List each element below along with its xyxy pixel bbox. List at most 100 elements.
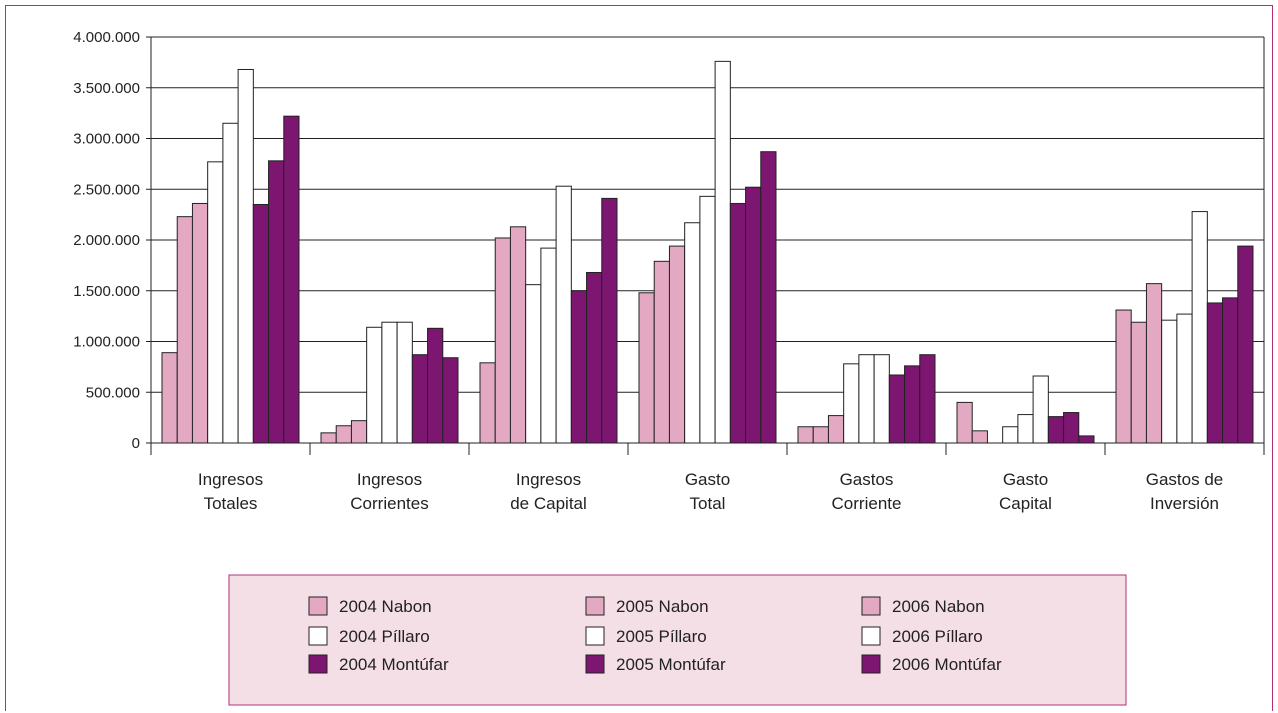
category-label: Ingresos [357, 470, 422, 489]
bar [699, 195, 716, 444]
category-label: Corrientes [350, 494, 428, 513]
bar [494, 237, 511, 444]
bar [1191, 211, 1208, 444]
category-label: Gasto [1003, 470, 1048, 489]
bar [1063, 412, 1080, 444]
bar [729, 202, 747, 444]
legend-label: 2006 Montúfar [892, 655, 1002, 674]
bar [1161, 319, 1178, 444]
chart-frame: 0 500.000 1.000.000 1.500.000 2.000.000 2.500… [5, 5, 1273, 711]
bar [1206, 302, 1224, 444]
legend-swatch [585, 596, 605, 616]
bar [904, 365, 921, 444]
y-tick-label: 4.000.000 [73, 29, 140, 46]
bar [176, 216, 193, 444]
legend-swatch [585, 626, 605, 646]
bar [714, 60, 731, 444]
bar [873, 354, 890, 444]
bar [971, 430, 988, 444]
bar [1115, 309, 1132, 444]
legend-swatch [308, 596, 328, 616]
bar [1130, 321, 1147, 444]
legend-swatch [861, 596, 881, 616]
y-tick-label: 3.000.000 [73, 131, 140, 148]
bar [191, 202, 209, 444]
legend-label: 2005 Nabon [616, 597, 709, 616]
bar [1176, 313, 1193, 444]
category-label: Total [690, 494, 726, 513]
bar [555, 185, 572, 444]
bar [540, 247, 557, 444]
bar [350, 420, 368, 444]
bar [827, 415, 845, 444]
y-tick-label: 2.500.000 [73, 181, 140, 198]
bar [1078, 435, 1095, 444]
bar [427, 327, 444, 444]
bar [525, 284, 542, 444]
legend-box [228, 574, 1127, 706]
legend-label: 2005 Píllaro [616, 627, 707, 646]
bar [797, 426, 814, 444]
y-tick-label: 3.500.000 [73, 80, 140, 97]
category-label: Gasto [685, 470, 730, 489]
category-label: Gastos de [1146, 470, 1224, 489]
bar [366, 326, 383, 444]
bar [237, 68, 254, 444]
bar [956, 401, 973, 444]
bar [381, 321, 398, 444]
legend-label: 2006 Píllaro [892, 627, 983, 646]
category-label: Gastos [840, 470, 894, 489]
y-tick-label: 0 [132, 435, 140, 452]
category-label: Inversión [1150, 494, 1219, 513]
category-label: Corriente [832, 494, 902, 513]
bar [684, 222, 701, 444]
bar [1032, 375, 1049, 444]
y-tick-label: 1.000.000 [73, 334, 140, 351]
bars [161, 60, 1254, 444]
category-label: de Capital [510, 494, 587, 513]
legend-swatch [861, 654, 881, 674]
bar [1047, 416, 1065, 444]
bar [843, 363, 860, 444]
bar [812, 426, 829, 444]
legend-swatch [861, 626, 881, 646]
bar [161, 352, 178, 444]
bar [858, 354, 875, 444]
bar [601, 197, 618, 444]
bar [1145, 283, 1163, 444]
bar [207, 161, 224, 444]
bar-chart: 0 500.000 1.000.000 1.500.000 2.000.000 2.500… [73, 29, 1265, 706]
bar [586, 271, 603, 444]
bar [570, 290, 588, 444]
y-tick-label: 500.000 [86, 384, 140, 401]
legend-label: 2004 Nabon [339, 597, 432, 616]
bar [442, 357, 459, 444]
bar [479, 362, 496, 444]
bar [411, 354, 429, 444]
bar [1002, 426, 1019, 444]
bar [668, 245, 686, 444]
bar [760, 151, 777, 444]
bar [1017, 414, 1034, 444]
bar [509, 226, 527, 444]
y-tick-label: 1.500.000 [73, 283, 140, 300]
category-label: Ingresos [198, 470, 263, 489]
y-tick-label: 2.000.000 [73, 232, 140, 249]
bar [888, 374, 906, 444]
bar [396, 321, 413, 444]
bar [252, 203, 270, 444]
legend-swatch [308, 626, 328, 646]
x-axis: Ingresos Totales Ingresos Corrientes Ingreso… [150, 442, 1265, 513]
legend-label: 2004 Píllaro [339, 627, 430, 646]
bar [1237, 245, 1254, 444]
category-label: Totales [204, 494, 258, 513]
category-label: Ingresos [516, 470, 581, 489]
bar [653, 260, 670, 444]
legend-swatch [585, 654, 605, 674]
bar [283, 115, 300, 444]
bar [320, 432, 337, 444]
bar [919, 354, 936, 444]
bar [745, 186, 762, 444]
legend: 2004 Nabon 2005 Nabon 2006 Nabon 2004 Pílla… [228, 574, 1127, 706]
category-label: Capital [999, 494, 1052, 513]
